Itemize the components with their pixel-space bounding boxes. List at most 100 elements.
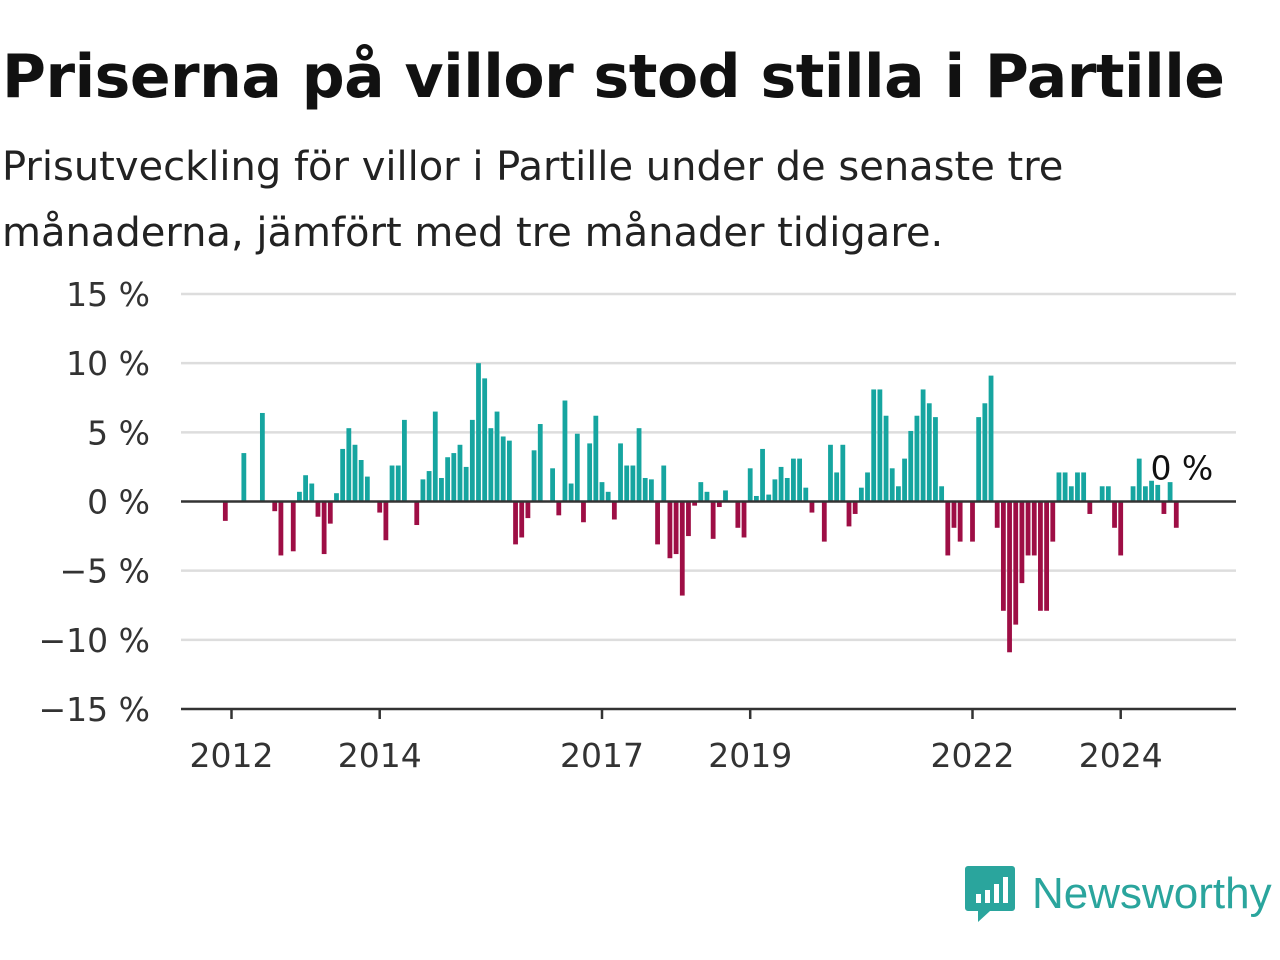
bar	[877, 389, 883, 502]
bar	[272, 501, 278, 512]
bar	[568, 483, 574, 502]
bar	[655, 501, 660, 545]
bar	[1075, 472, 1080, 502]
bar	[649, 479, 654, 502]
bar	[1056, 472, 1062, 502]
bar	[1025, 501, 1031, 556]
bar	[587, 443, 593, 502]
newsworthy-logo-icon	[965, 866, 1015, 922]
bar	[426, 471, 432, 502]
bar	[1044, 501, 1049, 611]
bar	[1019, 501, 1025, 584]
bar	[791, 458, 796, 502]
bar	[840, 444, 846, 502]
bar	[581, 501, 586, 523]
tick-labels: 15 % 10 % 5 % 0 % −5 % −10 % −15 % 2012 2014 2017…	[39, 275, 1214, 775]
bar	[1149, 480, 1154, 502]
bar	[902, 458, 907, 502]
bar	[1050, 501, 1056, 542]
bar	[321, 501, 327, 555]
x-tick-label: 2024	[1079, 736, 1163, 775]
last-value-label: 0 %	[1150, 449, 1213, 488]
bar	[1038, 501, 1043, 611]
y-tick-label: −5 %	[60, 552, 151, 591]
bar	[753, 495, 759, 502]
chart-title: Priserna på villor stod stilla i Partill…	[2, 42, 1225, 112]
bar	[364, 476, 370, 502]
bar	[1000, 501, 1006, 611]
brand-name: Newsworthy	[1032, 869, 1272, 918]
bar	[1007, 501, 1012, 653]
bar	[618, 443, 623, 502]
bar	[809, 501, 815, 513]
bar-chart: 15 % 10 % 5 % 0 % −5 % −10 % −15 % 2012 2014 2017…	[39, 275, 1236, 775]
y-tick-label: 5 %	[87, 413, 150, 452]
bar	[920, 389, 926, 502]
bar	[420, 479, 426, 502]
x-tick-label: 2019	[708, 736, 792, 775]
bar	[358, 460, 364, 502]
chart-subtitle: Prisutveckling för villor i Partille und…	[2, 144, 1064, 256]
bar	[297, 491, 302, 502]
x-tick-label: 2017	[560, 736, 644, 775]
bar	[432, 411, 438, 502]
bar	[593, 415, 599, 502]
bar	[346, 428, 352, 502]
bar	[865, 472, 870, 502]
bar	[290, 501, 296, 552]
bar	[772, 479, 778, 502]
bar	[414, 501, 420, 526]
bar	[686, 501, 691, 537]
y-tick-label: 10 %	[66, 344, 150, 383]
newsworthy-logo[interactable]: Newsworthy	[964, 864, 1272, 924]
bar	[994, 501, 1000, 528]
bar	[457, 444, 463, 502]
bar	[803, 487, 809, 502]
bar	[1081, 472, 1087, 502]
bar	[698, 482, 704, 502]
bar	[550, 468, 555, 502]
bar	[852, 501, 858, 514]
bar	[1062, 472, 1068, 502]
bar	[556, 501, 562, 516]
bar	[1130, 486, 1136, 502]
bar	[605, 491, 611, 502]
bar	[352, 444, 358, 502]
bar	[716, 501, 722, 508]
bar	[482, 378, 488, 502]
bar	[377, 501, 383, 513]
bar	[513, 501, 518, 545]
bar	[1155, 484, 1161, 502]
x-tick-label: 2014	[338, 736, 422, 775]
bar	[766, 494, 772, 502]
bar	[1167, 482, 1173, 502]
bar	[463, 466, 469, 502]
bar	[741, 501, 747, 538]
bar	[933, 417, 938, 502]
bar	[723, 490, 728, 502]
bar	[784, 477, 790, 502]
bar	[303, 475, 308, 502]
y-tick-label: 0 %	[87, 483, 150, 522]
bar	[222, 501, 228, 521]
bar	[667, 501, 673, 559]
bar	[926, 403, 932, 502]
bar	[611, 501, 617, 520]
bar	[858, 487, 864, 502]
bar	[797, 458, 802, 502]
bar	[1068, 486, 1074, 502]
bar	[896, 486, 901, 502]
bar	[1161, 501, 1167, 514]
bar	[871, 389, 877, 502]
bar	[599, 482, 605, 502]
bar	[778, 466, 784, 502]
bar	[383, 501, 389, 541]
bar	[562, 400, 568, 502]
bar	[630, 465, 636, 502]
bar	[315, 501, 321, 517]
bar	[525, 501, 531, 519]
bar	[988, 375, 994, 502]
bar	[1143, 486, 1148, 502]
bar	[846, 501, 852, 527]
y-tick-label: 15 %	[66, 275, 150, 314]
